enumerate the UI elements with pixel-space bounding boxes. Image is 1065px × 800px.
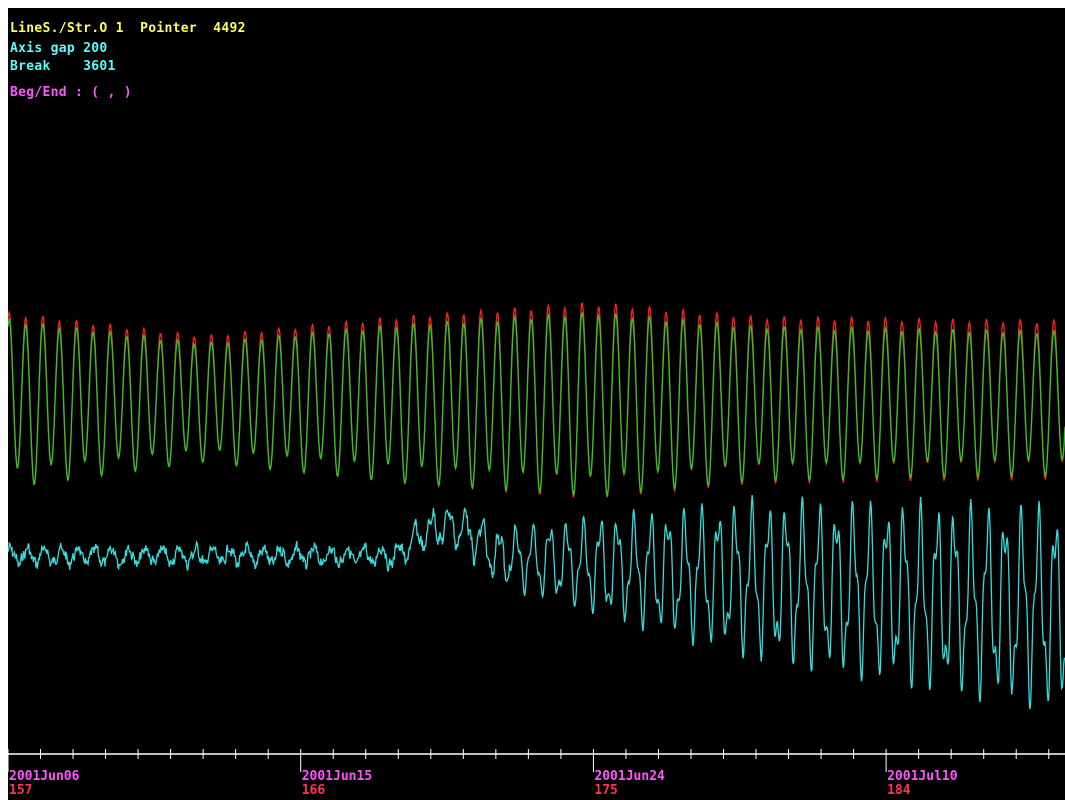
hud-break: Break 3601 [10, 60, 116, 74]
hud-axis-gap: Axis gap 200 [10, 42, 108, 56]
lines-label: LineS./Str.O [10, 21, 108, 36]
tick-label-day: 175 [594, 783, 617, 798]
plot-area[interactable]: 2001Jun06 157 2001Jun15 166 2001Jun24 175 2001… [8, 8, 1065, 800]
tick-label-date: 2001Jun15 [302, 769, 372, 784]
tick-label-date: 2001Jul10 [887, 769, 958, 784]
tick-label-day: 166 [302, 783, 326, 798]
series-line-2 [8, 311, 1065, 498]
beg-end-label: Beg/End : ( , ) [10, 85, 132, 100]
axis-gap-value: 200 [83, 41, 108, 56]
hud-beg-end: Beg/End : ( , ) [10, 86, 132, 100]
tick-label-day: 184 [887, 783, 911, 798]
pointer-value: 4492 [213, 21, 246, 36]
pointer-label: Pointer [140, 21, 197, 36]
break-label: Break [10, 59, 51, 74]
hud-lines-pointer: LineS./Str.O 1 Pointer 4492 [10, 22, 246, 36]
tick-label-day: 157 [9, 783, 32, 798]
tick-label-date: 2001Jun06 [9, 769, 80, 784]
break-value: 3601 [83, 59, 116, 74]
lines-value: 1 [115, 21, 124, 36]
series-line-3 [8, 495, 1065, 710]
axis-gap-label: Axis gap [10, 41, 76, 56]
tick-label-date: 2001Jun24 [594, 769, 665, 784]
